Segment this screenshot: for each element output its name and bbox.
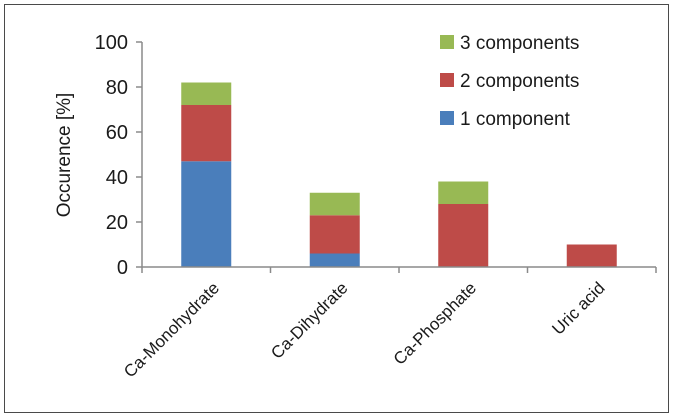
bar-segment bbox=[309, 253, 360, 267]
x-tick-label: Ca-Dihydrate bbox=[267, 278, 351, 362]
bar-segment bbox=[181, 105, 232, 162]
x-ticks: Ca-Monohydrate Ca-Dihydrate Ca-Phosphate Ur… bbox=[120, 267, 657, 381]
x-tick-label: Ca-Monohydrate bbox=[120, 278, 223, 381]
bar-segment bbox=[438, 181, 489, 204]
legend-swatch bbox=[440, 35, 454, 49]
bar-segment bbox=[181, 161, 232, 267]
legend: 3 components 2 components 1 component bbox=[440, 33, 579, 130]
y-ticks: 0 20 40 60 80 100 bbox=[95, 32, 142, 279]
bar-segment bbox=[309, 215, 360, 254]
bars-layer bbox=[181, 82, 617, 267]
legend-label: 2 components bbox=[460, 71, 579, 92]
legend-label: 1 component bbox=[460, 109, 571, 130]
y-axis-label: Occurence [%] bbox=[54, 93, 75, 218]
legend-label: 3 components bbox=[460, 33, 579, 54]
y-tick-label: 80 bbox=[106, 77, 128, 99]
bar-segment bbox=[181, 82, 232, 105]
y-tick-label: 20 bbox=[106, 212, 128, 234]
bar-segment bbox=[309, 192, 360, 216]
legend-swatch bbox=[440, 73, 454, 87]
x-tick-label: Ca-Phosphate bbox=[390, 278, 480, 368]
y-tick-label: 60 bbox=[106, 122, 128, 144]
y-tick-label: 0 bbox=[117, 257, 128, 279]
bar-segment bbox=[566, 244, 617, 267]
x-tick-label: Uric acid bbox=[548, 278, 608, 338]
legend-swatch bbox=[440, 111, 454, 125]
y-tick-label: 40 bbox=[106, 167, 128, 189]
bar-segment bbox=[438, 204, 489, 267]
y-tick-label: 100 bbox=[95, 32, 128, 54]
